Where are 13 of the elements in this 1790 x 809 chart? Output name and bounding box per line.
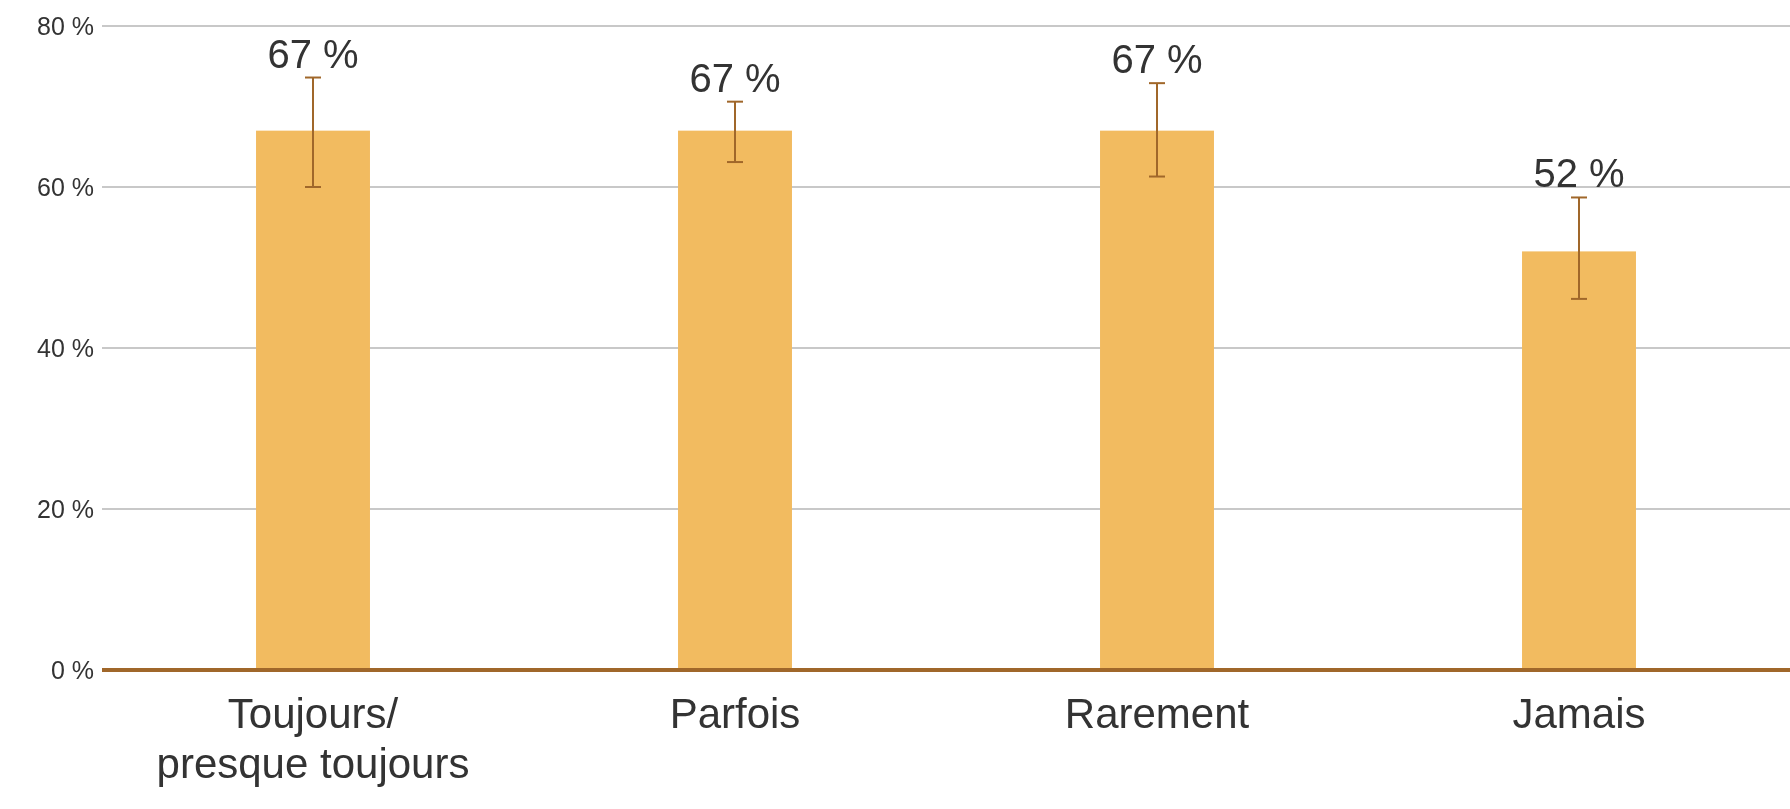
data-label: 67 %	[267, 31, 359, 76]
data-label: 67 %	[689, 55, 781, 100]
y-tick-label: 20 %	[37, 494, 94, 523]
x-tick-label: Rarement	[1064, 690, 1250, 737]
x-tick-label: Toujours/ presque toujours	[156, 690, 470, 787]
x-tick-label: Parfois	[669, 690, 801, 737]
y-tick-label: 0 %	[50, 655, 94, 684]
x-tick-label: Jamais	[1512, 690, 1646, 737]
data-label: 67 %	[1111, 37, 1203, 82]
y-tick-label: 40 %	[37, 333, 94, 362]
y-tick-label: 80 %	[37, 11, 94, 40]
data-label: 52 %	[1533, 151, 1625, 196]
y-tick-label: 60 %	[37, 172, 94, 201]
